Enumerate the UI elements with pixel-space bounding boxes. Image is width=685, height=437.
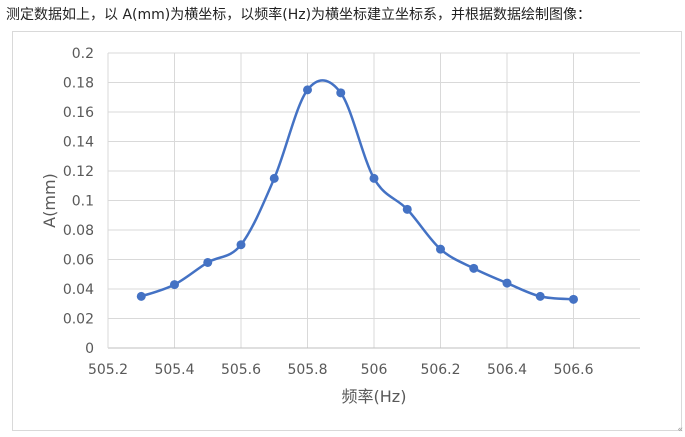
y-tick-label: 0.04 [63, 282, 94, 298]
x-tick-label: 506 [361, 362, 388, 378]
y-tick-label: 0.1 [72, 194, 94, 210]
data-point [535, 291, 545, 301]
series-curve [140, 79, 574, 301]
data-point [236, 240, 246, 250]
x-tick-label: 505.2 [88, 362, 128, 378]
x-tick-label: 506.2 [420, 362, 460, 378]
y-tick-label: 0 [85, 341, 94, 357]
chart-frame [12, 31, 682, 431]
x-tick-label: 505.4 [154, 362, 194, 378]
y-tick-labels: 0 0.02 0.04 0.06 0.08 0.1 0.12 0.14 0.16 0.18 0.2 [63, 46, 94, 357]
chart-axes [107, 53, 640, 349]
x-tick-labels: 505.2 505.4 505.6 505.8 506 506.2 506.4 506.6 [88, 362, 594, 378]
data-point [336, 88, 346, 98]
y-tick-label: 0.2 [72, 46, 94, 62]
data-point [502, 278, 512, 288]
data-point [402, 204, 412, 214]
y-tick-label: 0.02 [63, 312, 94, 328]
x-tick-label: 505.6 [221, 362, 261, 378]
data-point [436, 244, 445, 254]
data-point [303, 85, 312, 95]
data-point [269, 173, 279, 183]
series-points [136, 85, 578, 304]
data-point [369, 173, 379, 183]
y-tick-label: 0.16 [63, 105, 94, 121]
data-point [170, 280, 179, 290]
corner-mark: « [677, 425, 683, 435]
y-axis-title: A(mm) [40, 173, 59, 228]
chart-grid [108, 52, 640, 348]
x-axis-title: 频率(Hz) [342, 387, 407, 406]
data-point [469, 263, 479, 273]
y-tick-label: 0.06 [63, 253, 94, 269]
y-tick-label: 0.08 [63, 223, 94, 239]
caption-text: 测定数据如上，以 A(mm)为横坐标，以频率(Hz)为横坐标建立坐标系，并根据数… [6, 7, 592, 23]
y-tick-label: 0.14 [63, 135, 94, 151]
y-tick-label: 0.18 [63, 76, 94, 92]
data-point [569, 294, 578, 304]
y-tick-label: 0.12 [63, 164, 94, 180]
data-point [136, 291, 146, 301]
x-tick-label: 505.8 [287, 362, 327, 378]
data-point [203, 257, 213, 267]
x-tick-label: 506.4 [487, 362, 527, 378]
x-tick-label: 506.6 [553, 362, 593, 378]
